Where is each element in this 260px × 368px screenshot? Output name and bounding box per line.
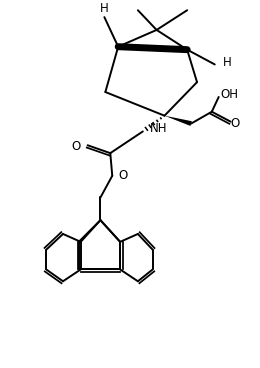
Text: O: O — [231, 117, 240, 130]
Text: H: H — [100, 2, 109, 15]
Text: O: O — [72, 140, 81, 153]
Polygon shape — [165, 116, 192, 126]
Text: OH: OH — [221, 88, 239, 100]
Text: H: H — [223, 56, 231, 69]
Text: NH: NH — [150, 122, 167, 135]
Text: O: O — [118, 169, 127, 182]
